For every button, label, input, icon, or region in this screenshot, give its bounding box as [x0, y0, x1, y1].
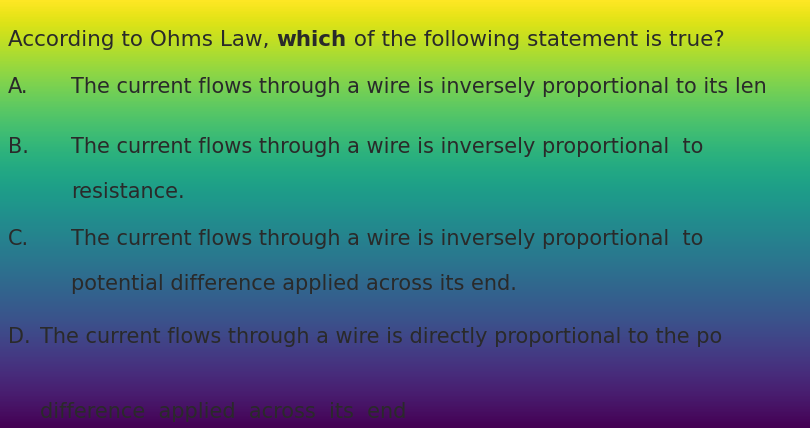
Text: C.: C.	[8, 229, 29, 249]
Text: of the following statement is true?: of the following statement is true?	[347, 30, 724, 50]
Text: The current flows through a wire is inversely proportional  to: The current flows through a wire is inve…	[71, 137, 704, 157]
Text: A.: A.	[8, 77, 28, 97]
Text: B.: B.	[8, 137, 29, 157]
Text: The current flows through a wire is directly proportional to the po: The current flows through a wire is dire…	[40, 327, 723, 348]
Text: D.: D.	[8, 327, 31, 348]
Text: The current flows through a wire is inversely proportional  to: The current flows through a wire is inve…	[71, 229, 704, 249]
Text: resistance.: resistance.	[71, 182, 185, 202]
Text: According to Ohms Law,: According to Ohms Law,	[8, 30, 276, 50]
Text: The current flows through a wire is inversely proportional to its len: The current flows through a wire is inve…	[71, 77, 767, 97]
Text: difference  applied  across  its  end: difference applied across its end	[40, 402, 407, 422]
Text: which: which	[276, 30, 347, 50]
Text: potential difference applied across its end.: potential difference applied across its …	[71, 274, 517, 294]
